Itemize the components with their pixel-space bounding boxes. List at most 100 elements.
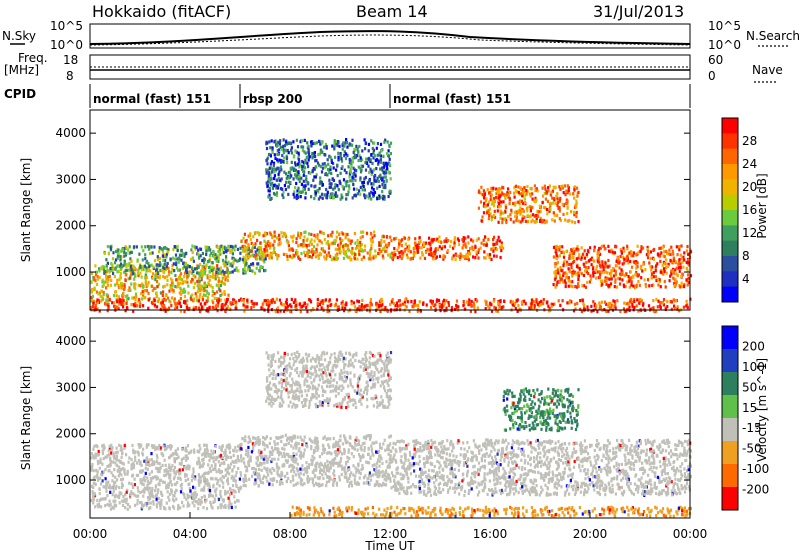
range-cell xyxy=(226,262,229,266)
range-cell xyxy=(649,307,652,311)
range-cell xyxy=(156,491,159,495)
range-cell xyxy=(678,269,681,273)
range-cell xyxy=(564,189,568,193)
range-cell xyxy=(304,184,307,188)
range-cell xyxy=(541,201,544,205)
range-cell xyxy=(225,255,228,259)
range-cell xyxy=(142,494,145,498)
range-cell xyxy=(633,305,636,309)
range-cell xyxy=(273,174,276,178)
range-cell xyxy=(197,473,200,477)
range-cell xyxy=(334,183,337,187)
range-cell xyxy=(116,300,119,304)
range-cell xyxy=(98,492,101,496)
range-cell xyxy=(519,186,522,190)
colorbar-swatch xyxy=(722,240,738,257)
range-cell xyxy=(468,298,471,302)
range-cell xyxy=(324,153,327,157)
range-cell xyxy=(394,253,397,257)
range-cell xyxy=(171,296,174,300)
range-cell xyxy=(555,257,559,261)
range-cell xyxy=(311,248,314,252)
range-cell xyxy=(345,141,348,145)
range-cell xyxy=(363,188,366,192)
range-cell xyxy=(279,241,282,245)
range-cell xyxy=(316,236,319,240)
range-cell xyxy=(275,144,278,148)
range-cell xyxy=(316,161,320,165)
range-cell xyxy=(326,307,329,311)
range-cell xyxy=(333,186,336,190)
range-cell xyxy=(282,138,285,142)
range-cell xyxy=(108,453,111,457)
range-cell xyxy=(565,272,568,276)
range-cell xyxy=(361,243,364,247)
range-cell xyxy=(553,271,556,275)
range-cell xyxy=(225,307,228,311)
range-cell xyxy=(142,469,145,473)
range-cell xyxy=(446,250,449,254)
range-cell xyxy=(327,162,330,166)
range-cell xyxy=(149,269,152,273)
range-cell xyxy=(194,495,197,499)
range-cell xyxy=(144,282,147,286)
range-cell xyxy=(172,494,175,498)
range-cell xyxy=(295,170,298,174)
range-cell xyxy=(259,241,262,245)
range-cell xyxy=(306,480,309,484)
range-cell xyxy=(195,493,198,497)
range-cell xyxy=(338,461,341,465)
range-cell xyxy=(199,475,202,479)
range-cell xyxy=(249,238,252,242)
range-cell xyxy=(665,258,668,262)
range-cell xyxy=(206,259,209,264)
range-cell xyxy=(679,262,682,266)
range-cell xyxy=(153,287,156,291)
range-cell xyxy=(601,282,604,286)
range-cell xyxy=(326,193,329,197)
range-cell xyxy=(508,196,511,201)
range-cell xyxy=(554,269,557,273)
range-cell xyxy=(228,500,231,504)
range-cell xyxy=(119,460,122,465)
range-cell xyxy=(156,305,159,309)
range-cell xyxy=(328,170,331,174)
range-cell xyxy=(474,245,477,249)
range-cell xyxy=(628,285,631,289)
range-cell xyxy=(124,269,127,273)
range-cell xyxy=(178,472,181,476)
range-cell xyxy=(164,259,167,263)
range-cell xyxy=(315,141,318,145)
range-cell xyxy=(603,270,606,275)
range-cell xyxy=(251,253,254,257)
range-cell xyxy=(301,164,304,169)
range-cell xyxy=(302,241,305,245)
range-cell xyxy=(320,192,324,196)
range-cell xyxy=(215,267,218,271)
range-cell xyxy=(351,160,354,164)
range-cell xyxy=(564,218,567,222)
range-cell xyxy=(284,187,287,192)
range-cell xyxy=(287,141,290,145)
range-cell xyxy=(622,246,625,250)
range-cell xyxy=(277,160,280,164)
range-cell xyxy=(200,500,203,504)
range-cell xyxy=(182,456,185,460)
range-cell xyxy=(306,161,309,165)
range-cell xyxy=(526,209,529,213)
range-cell xyxy=(305,244,308,248)
colorbar-tick-label: 24 xyxy=(742,157,757,171)
range-cell xyxy=(609,301,612,305)
range-cell xyxy=(190,271,193,275)
range-cell xyxy=(373,175,376,179)
range-cell xyxy=(416,309,419,313)
range-cell xyxy=(105,263,108,268)
range-cell xyxy=(232,448,235,452)
range-cell xyxy=(612,274,616,278)
range-cell xyxy=(279,139,282,143)
range-cell xyxy=(173,470,176,474)
range-cell xyxy=(343,144,346,148)
range-cell xyxy=(201,474,204,478)
range-cell xyxy=(167,482,170,486)
range-cell xyxy=(336,252,339,256)
